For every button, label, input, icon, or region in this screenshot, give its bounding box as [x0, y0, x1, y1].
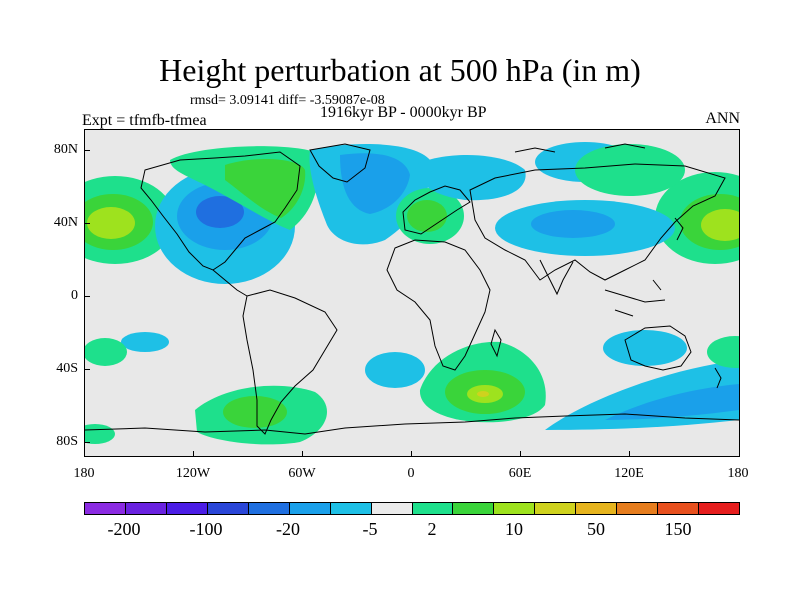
- x-tick: [411, 451, 412, 457]
- colorbar-label: 2: [427, 519, 437, 539]
- coast-europe: [402, 185, 471, 235]
- colorbar-swatch: [207, 503, 249, 514]
- colorbar-swatch: [371, 503, 413, 514]
- coast-japan: [674, 217, 684, 241]
- coast-se-asia: [604, 279, 666, 317]
- colorbar-swatch: [453, 503, 495, 514]
- x-tick-label: 180: [73, 466, 95, 481]
- y-tick-label: 40N: [53, 215, 78, 230]
- colorbar-swatch: [248, 503, 290, 514]
- height-perturbation-map: [85, 142, 739, 445]
- colorbar-swatch: [330, 503, 372, 514]
- colorbar-label: 150: [664, 519, 692, 539]
- x-tick: [84, 451, 85, 457]
- x-tick-label: 60E: [508, 466, 532, 481]
- coast-asia: [469, 163, 726, 281]
- colorbar-label: 10: [505, 519, 523, 539]
- coast-antarctica: [85, 413, 739, 435]
- coast-north-america: [140, 151, 301, 271]
- y-tick-label: 40S: [56, 361, 78, 376]
- rmsd-stats: rmsd= 3.09141 diff= -3.59087e-08: [190, 93, 385, 108]
- x-tick: [739, 451, 740, 457]
- anomaly-tasman: [707, 336, 739, 368]
- x-tick: [629, 451, 630, 457]
- coast-central-america: [212, 269, 248, 297]
- anomaly-sw-corner: [85, 424, 115, 444]
- colorbar-swatch: [535, 503, 577, 514]
- anomaly-siberia: [415, 154, 526, 201]
- map-plot-area: [84, 129, 740, 457]
- colorbar-label: -100: [189, 519, 223, 539]
- colorbar-swatch: [617, 503, 659, 514]
- coast-africa: [386, 239, 491, 371]
- colorbar-swatch: [412, 503, 454, 514]
- y-tick-label: 80S: [56, 434, 78, 449]
- x-tick-label: 120W: [175, 466, 211, 481]
- colorbar-label: 50: [587, 519, 605, 539]
- coast-greenland: [309, 143, 371, 183]
- colorbar-swatch: [658, 503, 700, 514]
- colorbar-swatch: [166, 503, 208, 514]
- colorbar-swatch: [85, 503, 126, 514]
- coast-australia: [624, 325, 692, 371]
- y-tick: [84, 296, 90, 297]
- coastlines: [85, 143, 739, 435]
- y-tick-label: 0: [71, 288, 78, 303]
- coast-new-zealand: [714, 367, 722, 389]
- anomaly-tropics-west: [121, 332, 169, 352]
- colorbar-label: -5: [362, 519, 378, 539]
- x-tick-label: 120E: [614, 466, 644, 481]
- colorbar-label: -200: [107, 519, 141, 539]
- anomaly-australia: [603, 330, 687, 366]
- x-tick: [302, 451, 303, 457]
- colorbar-swatch: [125, 503, 167, 514]
- colorbar-swatch: [576, 503, 618, 514]
- map-title: Height perturbation at 500 hPa (in m): [159, 52, 641, 88]
- season-label: ANN: [705, 110, 740, 127]
- anomaly-south-america-east: [365, 352, 425, 388]
- x-tick-label: 0: [407, 466, 415, 481]
- y-tick: [84, 223, 90, 224]
- colorbar-swatch: [289, 503, 331, 514]
- y-tick: [84, 442, 90, 443]
- colorbar: [84, 502, 740, 515]
- y-tick: [84, 369, 90, 370]
- colorbar-swatch: [699, 503, 739, 514]
- anomaly-far-east: [575, 144, 685, 196]
- anomaly-fields: [85, 142, 739, 445]
- x-tick: [520, 451, 521, 457]
- experiment-label: Expt = tfmfb-tfmea: [82, 112, 207, 129]
- coast-south-america: [242, 289, 338, 435]
- coast-india: [539, 259, 574, 296]
- y-tick: [84, 150, 90, 151]
- colorbar-label: -20: [276, 519, 300, 539]
- x-tick-label: 60W: [288, 466, 316, 481]
- colorbar-swatch: [494, 503, 536, 514]
- coast-arctic-islands: [514, 143, 646, 153]
- time-period-subtitle: 1916kyr BP - 0000kyr BP: [320, 104, 487, 121]
- x-tick: [193, 451, 194, 457]
- coast-madagascar: [490, 328, 502, 358]
- x-tick-label: 180: [727, 466, 749, 481]
- y-tick-label: 80N: [53, 142, 78, 157]
